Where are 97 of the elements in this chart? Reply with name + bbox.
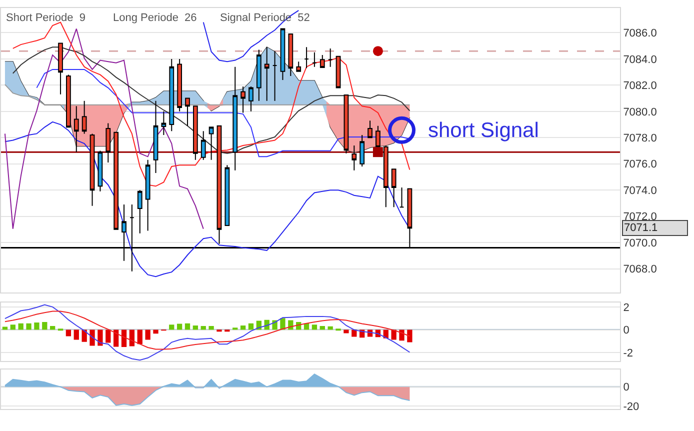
bar [407,330,412,342]
bar [248,323,254,330]
y-tick-label: 7080.0 [623,106,657,118]
bar [145,330,150,340]
candlestick [82,100,87,134]
bar [106,330,111,343]
candlestick [368,120,372,138]
candlestick [177,58,182,112]
y-tick-label: 7078.0 [623,132,657,144]
bar [240,326,246,330]
candlestick [320,54,325,68]
y-tick-label: 7086.0 [623,28,657,40]
candlestick [224,164,230,226]
candlestick [66,74,71,128]
line-series [4,84,410,106]
candlestick [185,98,190,126]
text: short Signal [428,119,539,142]
bar [176,324,182,330]
y-tick-label: 7070.0 [623,237,657,250]
candlestick [336,56,341,88]
y-tick-label: 0 [623,382,630,394]
y-tick-label: 7082.0 [623,80,657,92]
candlestick [272,50,278,102]
bar [66,330,72,336]
candlestick [216,125,222,244]
y-tick-label: 7076.0 [623,158,657,171]
bar [74,330,79,340]
candlestick [232,66,238,171]
candlestick [98,150,103,192]
candlestick [312,52,317,68]
line-series [4,310,410,350]
candlestick [192,106,198,160]
candlestick [90,133,95,206]
candlestick [360,134,365,167]
line-series [4,28,204,230]
bar [90,330,95,346]
candlestick [248,86,254,112]
candlestick [288,34,294,77]
candlestick [137,190,142,234]
bar [200,326,206,330]
bar [192,326,198,330]
candlestick [200,130,206,160]
candlestick [74,106,79,153]
bar [26,323,32,330]
candlestick [161,110,166,136]
candlestick [352,145,357,171]
y-tick-label: -2 [623,347,633,360]
line-series [4,121,410,278]
y-tick-label: 2 [623,302,630,314]
annotation: Long Periode 26 [113,12,197,24]
candlestick [391,168,396,208]
bar [2,326,8,330]
text: 7071.1 [624,222,658,234]
candlestick [58,42,63,95]
line-series [12,22,410,187]
bar [312,324,318,330]
bar [18,323,24,330]
y-tick-label: 0 [623,324,630,337]
candlestick [399,186,404,208]
y-tick-label: 7068.0 [623,264,657,276]
candlestick [240,86,246,114]
candlestick [328,48,333,68]
y-tick-label: 7072.0 [623,211,657,224]
candlestick [114,132,119,230]
y-tick-label: 7074.0 [623,184,657,197]
candlestick [344,94,349,154]
candlestick [145,159,150,232]
annotation: Short Periode 9 [6,12,86,24]
candlestick [153,100,158,174]
bar [328,326,333,330]
bar [391,330,396,340]
candlestick [169,58,174,132]
bar [304,323,310,330]
bar [208,326,214,330]
bar [153,330,158,334]
bar [169,324,174,330]
candlestick [296,61,302,72]
candlestick [106,122,111,164]
bar [137,330,142,344]
bar [10,324,16,330]
candlestick [383,145,388,208]
y-tick-label: -20 [623,401,640,414]
bar [98,330,103,346]
candlestick [208,126,214,160]
y-tick-label: 7084.0 [623,54,657,66]
bar [34,322,40,330]
bar [344,330,349,334]
bar [184,323,190,330]
candlestick [264,46,270,102]
candlestick [304,46,309,69]
bar [320,326,325,330]
bar [50,326,56,330]
line-series [4,304,410,361]
candlestick [280,28,286,80]
candlestick [256,49,262,102]
bar [42,322,48,330]
line-series [202,10,300,62]
